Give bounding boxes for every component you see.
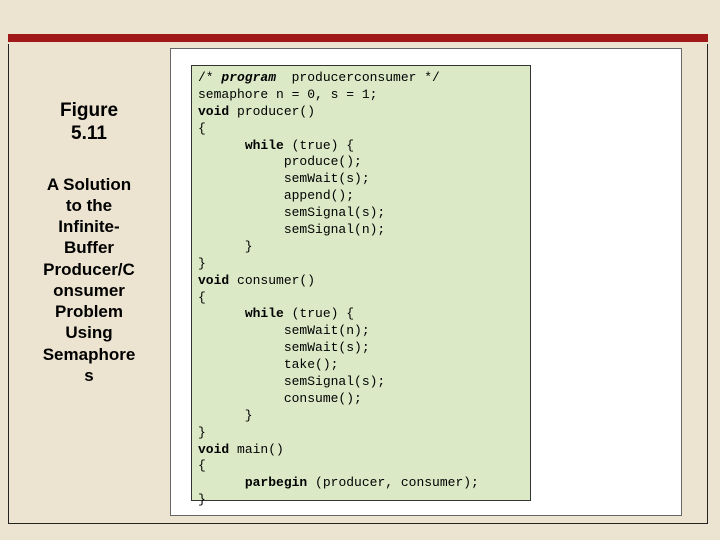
code-kw: void	[198, 442, 229, 457]
code-line: }	[198, 425, 206, 440]
code-kw: parbegin	[245, 475, 307, 490]
code-line: main()	[229, 442, 284, 457]
figure-number: Figure 5.11	[24, 100, 154, 146]
code-line: /*	[198, 70, 221, 85]
code-line: producer()	[229, 104, 315, 119]
accent-bar	[8, 34, 708, 42]
code-line: (true) {	[284, 138, 354, 153]
code-line: semWait(n);	[198, 323, 370, 338]
code-line: }	[198, 239, 253, 254]
code-line: (true) {	[284, 306, 354, 321]
code-listing: /* program producerconsumer */ semaphore…	[191, 65, 531, 501]
code-line: produce();	[198, 154, 362, 169]
code-line: semSignal(s);	[198, 374, 385, 389]
code-kw: void	[198, 273, 229, 288]
code-kw: while	[245, 306, 284, 321]
code-line: {	[198, 121, 206, 136]
figure-caption: A Solutionto theInfinite-BufferProducer/…	[24, 174, 154, 387]
slide: Figure 5.11 A Solutionto theInfinite-Buf…	[0, 0, 720, 540]
code-line: semSignal(s);	[198, 205, 385, 220]
code-line: semWait(s);	[198, 171, 370, 186]
figure-number-line1: Figure	[60, 100, 118, 121]
code-kw: while	[245, 138, 284, 153]
figure-label-block: Figure 5.11 A Solutionto theInfinite-Buf…	[24, 100, 154, 386]
code-line: append();	[198, 188, 354, 203]
code-line: semSignal(n);	[198, 222, 385, 237]
code-line: semWait(s);	[198, 340, 370, 355]
code-kw: program	[221, 70, 276, 85]
code-line: take();	[198, 357, 338, 372]
code-line	[198, 475, 245, 490]
code-line	[198, 306, 245, 321]
code-line: }	[198, 408, 253, 423]
code-line	[198, 138, 245, 153]
code-kw: void	[198, 104, 229, 119]
code-frame: /* program producerconsumer */ semaphore…	[170, 48, 682, 516]
code-line: (producer, consumer);	[307, 475, 479, 490]
code-line: {	[198, 290, 206, 305]
code-line: consume();	[198, 391, 362, 406]
figure-number-line2: 5.11	[71, 123, 107, 144]
code-line: {	[198, 458, 206, 473]
code-line: }	[198, 492, 206, 507]
code-line: consumer()	[229, 273, 315, 288]
code-line: semaphore n = 0, s = 1;	[198, 87, 377, 102]
code-line: producerconsumer */	[276, 70, 440, 85]
code-line: }	[198, 256, 206, 271]
